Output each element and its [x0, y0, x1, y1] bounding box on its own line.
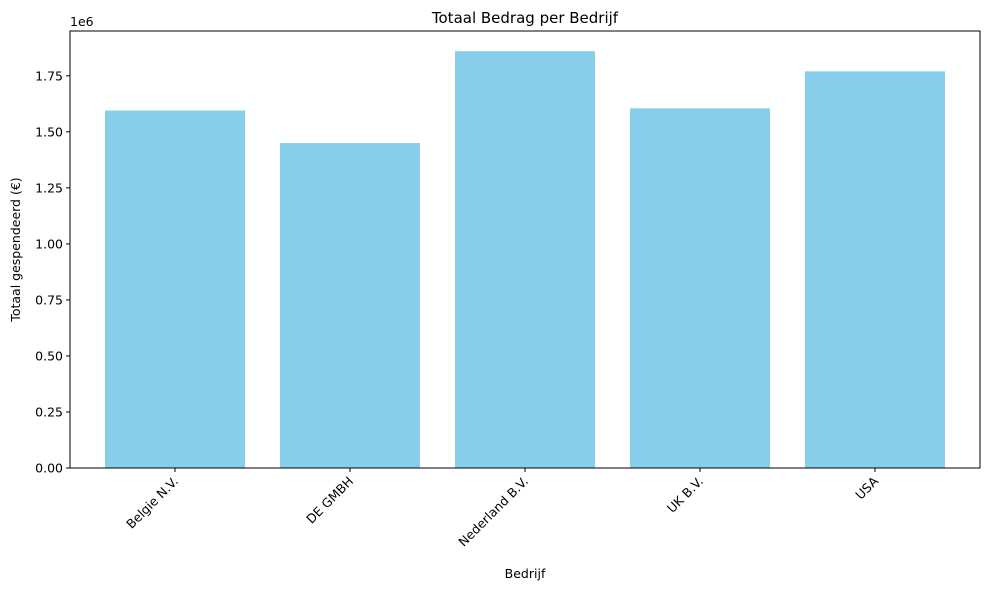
x-tick-label-3: UK B.V.: [664, 474, 706, 516]
y-tick-label-1: 0.25: [35, 404, 63, 419]
bars-group: [105, 51, 945, 469]
y-tick-label-7: 1.75: [35, 68, 63, 83]
x-tick-label-2: Nederland B.V.: [455, 474, 531, 550]
y-tick-label-6: 1.50: [35, 124, 63, 139]
y-offset-label: 1e6: [70, 14, 94, 29]
y-axis: 0.00 0.25 0.50 0.75 1.00 1.25 1.50 1.75: [35, 68, 70, 476]
plot-frame: [69, 30, 981, 469]
x-axis: Belgie N.V. DE GMBH Nederland B.V. UK B.V. U…: [123, 468, 881, 549]
x-tick-label-4: USA: [852, 473, 881, 502]
bar-4: [805, 71, 945, 468]
y-tick-label-2: 0.50: [35, 348, 63, 363]
y-axis-label: Totaal gespendeerd (€): [8, 177, 23, 322]
y-tick-label-5: 1.25: [35, 180, 63, 195]
y-tick-label-3: 0.75: [35, 292, 63, 307]
bar-3: [630, 108, 770, 469]
bar-2: [455, 51, 595, 469]
bar-1: [280, 143, 420, 469]
bar-0: [105, 110, 245, 469]
y-tick-label-4: 1.00: [35, 236, 63, 251]
x-axis-label: Bedrijf: [505, 566, 546, 581]
y-tick-label-0: 0.00: [35, 461, 63, 476]
x-tick-label-1: DE GMBH: [303, 474, 356, 527]
x-tick-label-0: Belgie N.V.: [123, 474, 181, 532]
chart-title: Totaal Bedrag per Bedrijf: [431, 9, 619, 27]
